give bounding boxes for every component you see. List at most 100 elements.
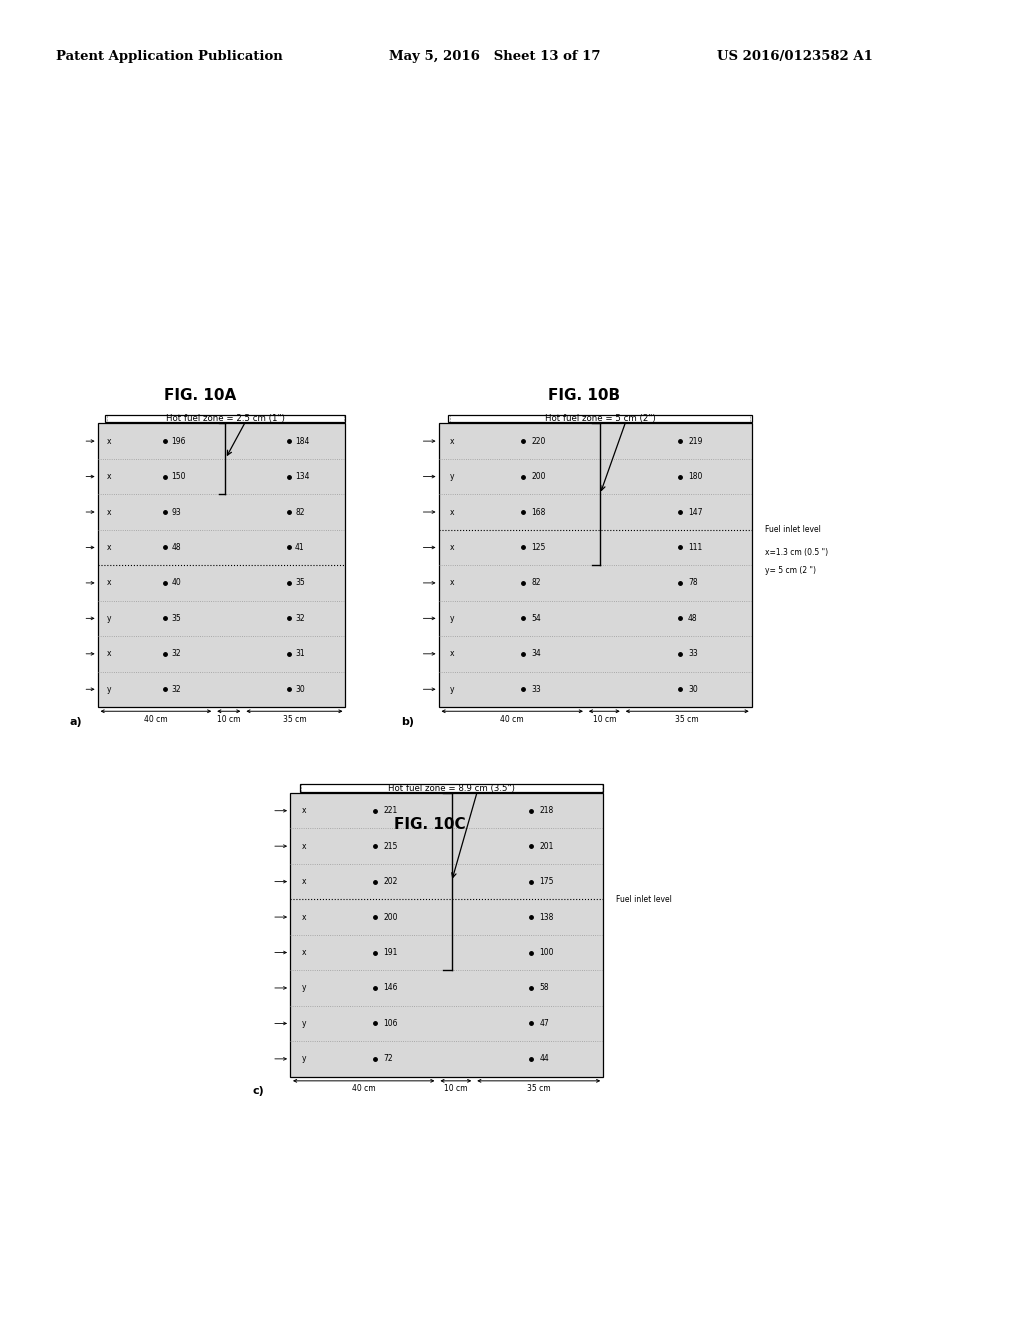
- Text: y: y: [301, 983, 306, 993]
- Text: 40: 40: [171, 578, 181, 587]
- Text: 35: 35: [171, 614, 181, 623]
- Text: x: x: [106, 473, 111, 480]
- Text: 184: 184: [295, 437, 309, 446]
- Text: 48: 48: [171, 543, 181, 552]
- Text: 10 cm: 10 cm: [217, 715, 241, 723]
- Text: x: x: [301, 842, 306, 850]
- Text: 72: 72: [383, 1055, 392, 1064]
- Text: 200: 200: [383, 912, 397, 921]
- FancyBboxPatch shape: [105, 414, 345, 422]
- Text: 10 cm: 10 cm: [593, 715, 616, 723]
- Text: 221: 221: [383, 807, 397, 816]
- Text: 40 cm: 40 cm: [144, 715, 168, 723]
- Text: 30: 30: [688, 685, 697, 694]
- Text: 196: 196: [171, 437, 185, 446]
- Text: 125: 125: [531, 543, 546, 552]
- Text: c): c): [253, 1086, 264, 1097]
- Text: y: y: [450, 614, 455, 623]
- Text: Fuel inlet level: Fuel inlet level: [765, 525, 820, 535]
- FancyBboxPatch shape: [300, 784, 603, 792]
- Text: 58: 58: [540, 983, 549, 993]
- Text: 175: 175: [540, 876, 554, 886]
- Bar: [438, 424, 752, 708]
- Text: y: y: [301, 1055, 306, 1064]
- Text: May 5, 2016   Sheet 13 of 17: May 5, 2016 Sheet 13 of 17: [389, 50, 601, 63]
- Text: 202: 202: [383, 876, 397, 886]
- FancyBboxPatch shape: [449, 414, 752, 422]
- Text: 100: 100: [540, 948, 554, 957]
- Text: 200: 200: [531, 473, 546, 480]
- Text: 32: 32: [171, 649, 181, 659]
- Text: x: x: [450, 507, 455, 516]
- Text: 35 cm: 35 cm: [676, 715, 699, 723]
- Text: 32: 32: [295, 614, 305, 623]
- Text: 44: 44: [540, 1055, 549, 1064]
- Text: 33: 33: [688, 649, 697, 659]
- Text: 201: 201: [540, 842, 554, 850]
- Text: 40 cm: 40 cm: [501, 715, 524, 723]
- Text: 191: 191: [383, 948, 397, 957]
- Text: 134: 134: [295, 473, 309, 480]
- Bar: [97, 424, 345, 708]
- Text: x: x: [106, 649, 111, 659]
- Text: 93: 93: [171, 507, 181, 516]
- Text: x: x: [450, 649, 455, 659]
- Text: 150: 150: [171, 473, 185, 480]
- Text: 138: 138: [540, 912, 554, 921]
- Text: 31: 31: [295, 649, 305, 659]
- Text: x: x: [301, 807, 306, 816]
- Text: 34: 34: [531, 649, 542, 659]
- Text: 82: 82: [295, 507, 304, 516]
- Text: 78: 78: [688, 578, 697, 587]
- Text: 35: 35: [295, 578, 305, 587]
- Text: y: y: [450, 473, 455, 480]
- Text: 168: 168: [531, 507, 546, 516]
- Text: x: x: [301, 876, 306, 886]
- Text: x: x: [106, 437, 111, 446]
- Text: Fuel inlet level: Fuel inlet level: [616, 895, 672, 904]
- Text: Hot fuel zone = 2.5 cm (1"): Hot fuel zone = 2.5 cm (1"): [166, 414, 285, 422]
- Bar: [290, 793, 603, 1077]
- Text: 54: 54: [531, 614, 542, 623]
- Text: y= 5 cm (2 "): y= 5 cm (2 "): [765, 566, 816, 576]
- Text: b): b): [401, 717, 415, 727]
- Text: 48: 48: [688, 614, 697, 623]
- Text: 219: 219: [688, 437, 702, 446]
- Text: 35 cm: 35 cm: [283, 715, 306, 723]
- Text: 218: 218: [540, 807, 554, 816]
- Text: 220: 220: [531, 437, 546, 446]
- Text: 180: 180: [688, 473, 702, 480]
- Text: x: x: [301, 912, 306, 921]
- Text: 82: 82: [531, 578, 541, 587]
- Text: 41: 41: [295, 543, 305, 552]
- Text: 47: 47: [540, 1019, 549, 1028]
- Text: x=1.3 cm (0.5 "): x=1.3 cm (0.5 "): [765, 548, 827, 557]
- Text: 40 cm: 40 cm: [352, 1085, 376, 1093]
- Text: 10 cm: 10 cm: [444, 1085, 468, 1093]
- Text: Hot fuel zone = 8.9 cm (3.5"): Hot fuel zone = 8.9 cm (3.5"): [388, 784, 515, 792]
- Text: US 2016/0123582 A1: US 2016/0123582 A1: [717, 50, 872, 63]
- Text: y: y: [450, 685, 455, 694]
- Text: 215: 215: [383, 842, 397, 850]
- Text: x: x: [106, 507, 111, 516]
- Text: 111: 111: [688, 543, 702, 552]
- Text: 32: 32: [171, 685, 181, 694]
- Text: 33: 33: [531, 685, 542, 694]
- Text: Hot fuel zone = 5 cm (2"): Hot fuel zone = 5 cm (2"): [545, 414, 655, 422]
- Text: 147: 147: [688, 507, 702, 516]
- Text: x: x: [450, 437, 455, 446]
- Text: y: y: [106, 614, 111, 623]
- Text: Patent Application Publication: Patent Application Publication: [56, 50, 283, 63]
- Text: x: x: [301, 948, 306, 957]
- Text: FIG. 10B: FIG. 10B: [548, 388, 620, 403]
- Text: x: x: [106, 578, 111, 587]
- Text: FIG. 10C: FIG. 10C: [394, 817, 466, 832]
- Text: a): a): [70, 717, 82, 727]
- Text: 30: 30: [295, 685, 305, 694]
- Text: 146: 146: [383, 983, 397, 993]
- Text: 35 cm: 35 cm: [527, 1085, 551, 1093]
- Text: x: x: [450, 578, 455, 587]
- Text: y: y: [106, 685, 111, 694]
- Text: FIG. 10A: FIG. 10A: [164, 388, 236, 403]
- Text: x: x: [106, 543, 111, 552]
